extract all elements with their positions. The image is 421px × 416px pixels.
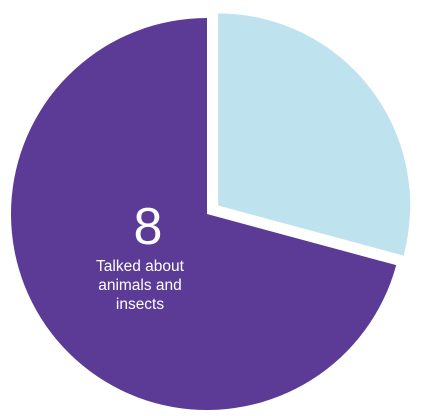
pie-slice-0 [11,18,397,410]
pie-slice-labels: 8 Talked about animals and insects [96,198,185,313]
slice-description-line-2: animals and [98,277,182,294]
pie-slices [11,13,411,410]
slice-description-line-1: Talked about [96,258,185,275]
slice-description-line-3: insects [116,296,164,313]
pie-slice-1 [218,13,411,256]
slice-value-label: 8 [134,198,163,256]
